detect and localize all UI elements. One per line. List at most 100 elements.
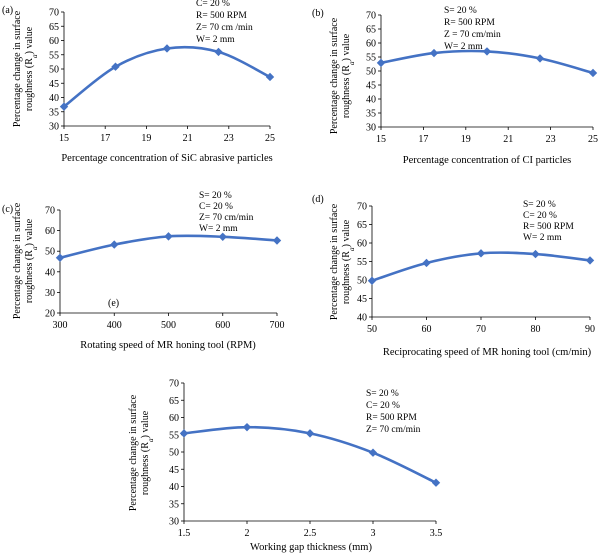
y-tick-label: 45 bbox=[49, 79, 59, 90]
y-axis-label-text: roughness (R bbox=[24, 250, 35, 303]
data-point-marker bbox=[422, 258, 431, 268]
y-tick-label: 50 bbox=[49, 65, 59, 76]
data-point-marker bbox=[179, 429, 189, 438]
x-tick-label: 25 bbox=[265, 133, 275, 144]
y-tick-label: 30 bbox=[169, 517, 179, 528]
y-tick-label: 35 bbox=[366, 109, 376, 120]
x-tick-label: 2.5 bbox=[304, 528, 317, 539]
data-point-marker bbox=[110, 240, 119, 249]
x-tick-label: 90 bbox=[585, 324, 595, 335]
y-tick-label: 65 bbox=[49, 22, 59, 33]
y-axis-label-subscript: a bbox=[347, 61, 356, 65]
y-axis-label: Percentage change in surfaceroughness (R… bbox=[128, 394, 155, 511]
condition-annotation: S= 20 % bbox=[199, 191, 232, 201]
y-tick-label: 35 bbox=[169, 499, 179, 510]
x-tick-label: 23 bbox=[546, 134, 556, 145]
y-axis-label: Percentage change in surfaceroughness (R… bbox=[329, 203, 356, 320]
y-tick-label: 40 bbox=[169, 482, 179, 493]
y-tick-label: 40 bbox=[49, 93, 59, 104]
x-tick-label: 15 bbox=[376, 134, 386, 145]
condition-annotation: R= 500 RPM bbox=[366, 413, 417, 423]
data-point-marker bbox=[218, 232, 227, 241]
data-point-marker bbox=[535, 54, 545, 63]
x-tick-label: 17 bbox=[100, 133, 110, 144]
condition-annotation: Z= 70 cm/min bbox=[366, 425, 421, 435]
data-point-marker bbox=[162, 44, 172, 53]
condition-annotation: Z = 70 cm/min bbox=[444, 30, 501, 40]
x-tick-label: 500 bbox=[161, 320, 176, 331]
y-axis-label-text: ) value bbox=[341, 33, 352, 61]
data-point-marker bbox=[368, 448, 378, 457]
y-tick-label: 60 bbox=[366, 39, 376, 50]
condition-annotation: W= 2 mm bbox=[196, 35, 235, 45]
condition-annotation: R= 500 RPM bbox=[444, 18, 495, 28]
y-axis-label-line2: roughness (Ra) value bbox=[140, 410, 155, 495]
x-tick-label: 21 bbox=[183, 133, 193, 144]
condition-annotation: S= 20 % bbox=[444, 6, 477, 16]
data-point-marker bbox=[305, 429, 315, 438]
condition-annotation: C= 20 % bbox=[523, 211, 557, 221]
x-tick-label: 19 bbox=[141, 133, 151, 144]
condition-annotation: W= 2 mm bbox=[523, 233, 562, 243]
y-axis-label-subscript: a bbox=[146, 438, 155, 442]
x-tick-label: 23 bbox=[224, 133, 234, 144]
x-tick-label: 3 bbox=[371, 528, 376, 539]
y-axis-label-line1: Percentage change in surface bbox=[12, 202, 23, 319]
y-axis-label: Percentage change in surfaceroughness (R… bbox=[12, 10, 39, 127]
x-tick-label: 70 bbox=[476, 324, 486, 335]
condition-annotation: C= 20 % bbox=[199, 202, 233, 212]
data-point-marker bbox=[588, 68, 598, 78]
x-tick-label: 15 bbox=[59, 133, 69, 144]
y-tick-label: 55 bbox=[357, 257, 367, 268]
y-axis-label: Percentage change in surfaceroughness (R… bbox=[329, 17, 356, 134]
y-axis-label-text: roughness (R bbox=[341, 65, 352, 118]
x-tick-label: 17 bbox=[418, 134, 428, 145]
x-tick-label: 1.5 bbox=[178, 528, 191, 539]
data-point-marker bbox=[376, 58, 386, 68]
y-axis-label-text: ) value bbox=[341, 219, 352, 247]
x-axis-label: Percentage concentration of SiC abrasive… bbox=[61, 153, 272, 164]
y-tick-label: 70 bbox=[49, 8, 59, 19]
data-point-marker bbox=[164, 232, 173, 241]
y-tick-label: 50 bbox=[366, 67, 376, 78]
y-tick-label: 30 bbox=[366, 123, 376, 134]
data-point-marker bbox=[429, 48, 439, 58]
y-tick-label: 60 bbox=[357, 239, 367, 250]
condition-annotation: S= 20 % bbox=[523, 200, 556, 210]
panel-label: (d) bbox=[312, 194, 324, 205]
x-tick-label: 25 bbox=[588, 134, 598, 145]
y-axis-label-text: ) value bbox=[140, 410, 151, 438]
data-point-marker bbox=[431, 478, 441, 487]
y-axis-label-text: roughness (R bbox=[341, 251, 352, 304]
condition-annotation: W= 2 mm bbox=[199, 224, 238, 234]
y-tick-label: 30 bbox=[49, 122, 59, 133]
series-line bbox=[63, 45, 271, 108]
condition-annotation: Z= 70 cm/min bbox=[199, 213, 254, 223]
y-tick-label: 35 bbox=[49, 107, 59, 118]
x-tick-label: 600 bbox=[215, 320, 230, 331]
y-axis-label-line1: Percentage change in surface bbox=[12, 10, 23, 127]
y-axis-label-line1: Percentage change in surface bbox=[128, 394, 139, 511]
y-tick-label: 70 bbox=[366, 11, 376, 22]
chart-panel-2: 30 35 40 45 50 55 60 65 70 15 17 19 21 23 25 (b) Percent… bbox=[312, 6, 598, 166]
x-tick-label: 300 bbox=[53, 320, 68, 331]
data-point-marker bbox=[55, 253, 65, 262]
x-axis-label: Rotating speed of MR honing tool (RPM) bbox=[80, 340, 256, 351]
data-point-marker bbox=[59, 102, 69, 111]
y-tick-label: 50 bbox=[45, 247, 55, 258]
condition-annotation: R= 500 RPM bbox=[196, 11, 247, 21]
y-tick-label: 65 bbox=[169, 396, 179, 407]
data-point-marker bbox=[531, 249, 540, 259]
data-point-marker bbox=[214, 47, 223, 57]
condition-annotation: Z= 70 cm /min bbox=[196, 23, 253, 33]
data-point-marker bbox=[242, 422, 252, 432]
y-tick-label: 40 bbox=[357, 313, 367, 324]
y-tick-label: 45 bbox=[357, 294, 367, 305]
y-axis-label-text: roughness (R bbox=[140, 442, 151, 495]
chart-panel-5: 30 35 40 45 50 55 60 65 70 1.5 2 2.5 3 3.5 Working gap… bbox=[128, 379, 442, 554]
y-tick-label: 70 bbox=[357, 202, 367, 213]
data-point-marker bbox=[272, 236, 282, 245]
y-axis-label-subscript: a bbox=[30, 54, 39, 58]
y-tick-label: 60 bbox=[45, 226, 55, 237]
y-axis-label-subscript: a bbox=[30, 246, 39, 250]
